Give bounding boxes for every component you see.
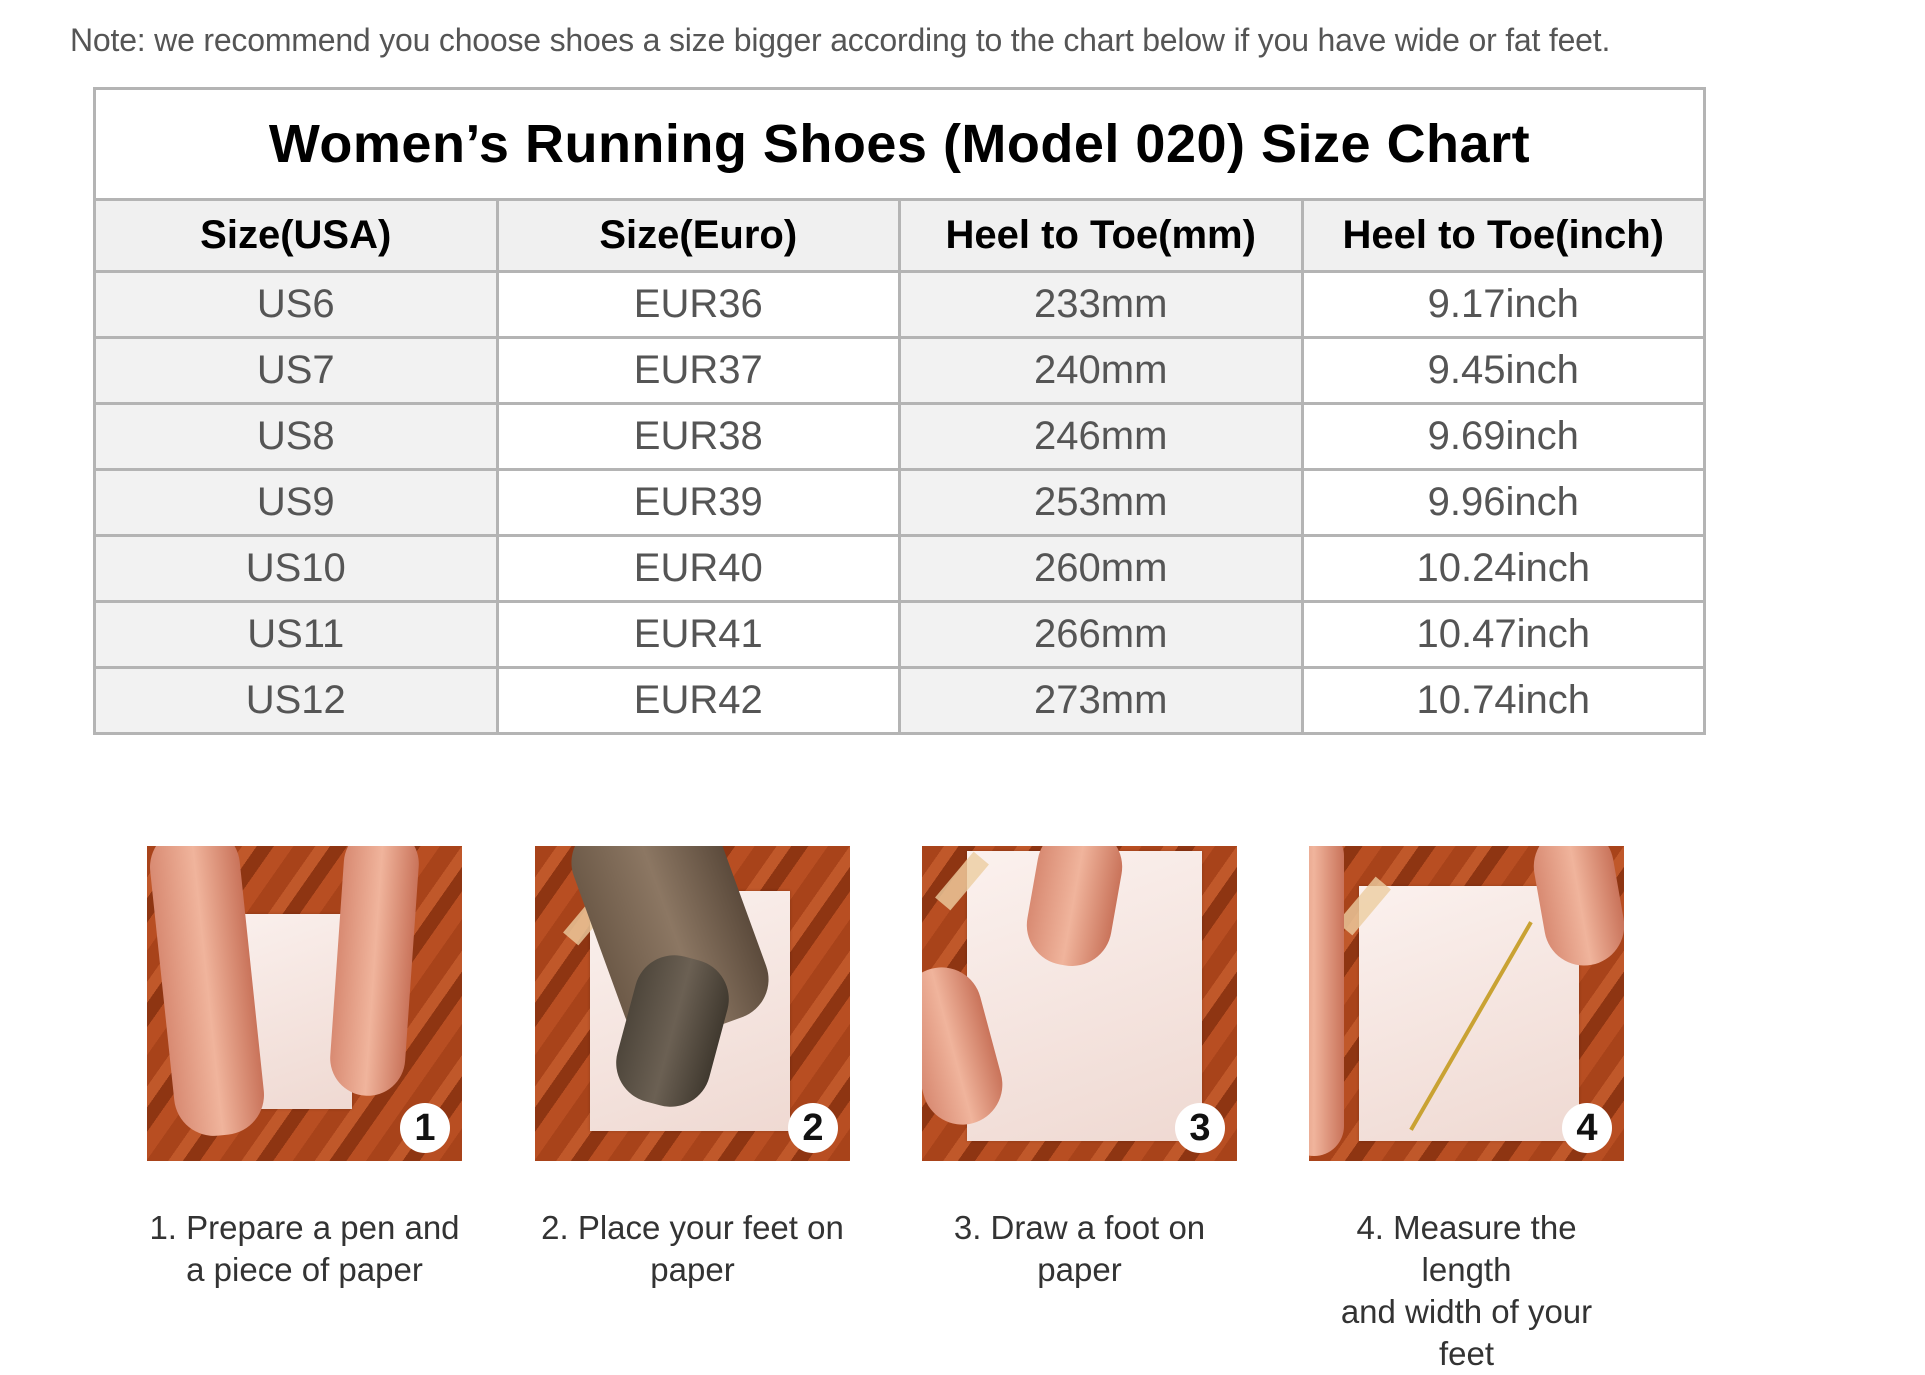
step-caption: 3. Draw a foot on paper [953,1209,1206,1288]
step-3-photo: 3 [922,846,1237,1161]
table-row: US6 EUR36 233mm 9.17inch [93,270,1706,339]
table-cell: 240mm [898,336,1304,405]
table-cell: 233mm [898,270,1304,339]
table-cell: EUR39 [495,468,901,537]
step-3: 3 3. Draw a foot on paper [922,846,1237,1291]
table-cell: EUR37 [495,336,901,405]
table-cell: 10.47inch [1300,600,1706,669]
table-cell: US8 [93,402,499,471]
step-caption: 1. Prepare a pen and a piece of paper [149,1209,460,1288]
step-1: 1 1. Prepare a pen and a piece of paper [147,846,462,1291]
step-number-badge: 4 [1562,1103,1612,1153]
table-row: US12 EUR42 273mm 10.74inch [93,666,1706,735]
step-number-badge: 3 [1175,1103,1225,1153]
table-cell: EUR38 [495,402,901,471]
table-cell: 9.17inch [1300,270,1706,339]
table-cell: 9.45inch [1300,336,1706,405]
step-2: 2 2. Place your feet on paper [535,846,850,1291]
table-cell: US6 [93,270,499,339]
table-cell: 9.96inch [1300,468,1706,537]
table-cell: 260mm [898,534,1304,603]
table-row: US10 EUR40 260mm 10.24inch [93,534,1706,603]
column-header: Size(Euro) [495,198,901,273]
table-cell: US10 [93,534,499,603]
step-1-photo: 1 [147,846,462,1161]
column-header: Heel to Toe(mm) [898,198,1304,273]
table-row: US7 EUR37 240mm 9.45inch [93,336,1706,405]
column-header: Heel to Toe(inch) [1300,198,1706,273]
table-cell: 10.74inch [1300,666,1706,735]
table-cell: 253mm [898,468,1304,537]
header-row: Size(USA) Size(Euro) Heel to Toe(mm) Hee… [93,198,1706,273]
table-cell: US12 [93,666,499,735]
table-cell: EUR41 [495,600,901,669]
table-cell: US11 [93,600,499,669]
table-cell: 10.24inch [1300,534,1706,603]
step-caption: 4. Measure the length and width of your f… [1340,1209,1593,1372]
step-2-photo: 2 [535,846,850,1161]
step-number-badge: 2 [788,1103,838,1153]
step-number-badge: 1 [400,1103,450,1153]
step-4-photo: 4 [1309,846,1624,1161]
table-cell: US7 [93,336,499,405]
table-row: US8 EUR38 246mm 9.69inch [93,402,1706,471]
table-cell: 9.69inch [1300,402,1706,471]
step-caption: 2. Place your feet on paper [541,1209,844,1288]
column-header: Size(USA) [93,198,499,273]
table-row: US9 EUR39 253mm 9.96inch [93,468,1706,537]
recommendation-note: Note: we recommend you choose shoes a si… [70,22,1611,58]
table-cell: EUR40 [495,534,901,603]
size-chart-table: Women’s Running Shoes (Model 020) Size C… [93,87,1706,735]
table-cell: EUR42 [495,666,901,735]
table-cell: EUR36 [495,270,901,339]
table-cell: 246mm [898,402,1304,471]
size-chart-title: Women’s Running Shoes (Model 020) Size C… [93,87,1706,201]
table-cell: 266mm [898,600,1304,669]
table-row: US11 EUR41 266mm 10.47inch [93,600,1706,669]
step-4: 4 4. Measure the length and width of your… [1309,846,1624,1375]
table-cell: 273mm [898,666,1304,735]
table-cell: US9 [93,468,499,537]
